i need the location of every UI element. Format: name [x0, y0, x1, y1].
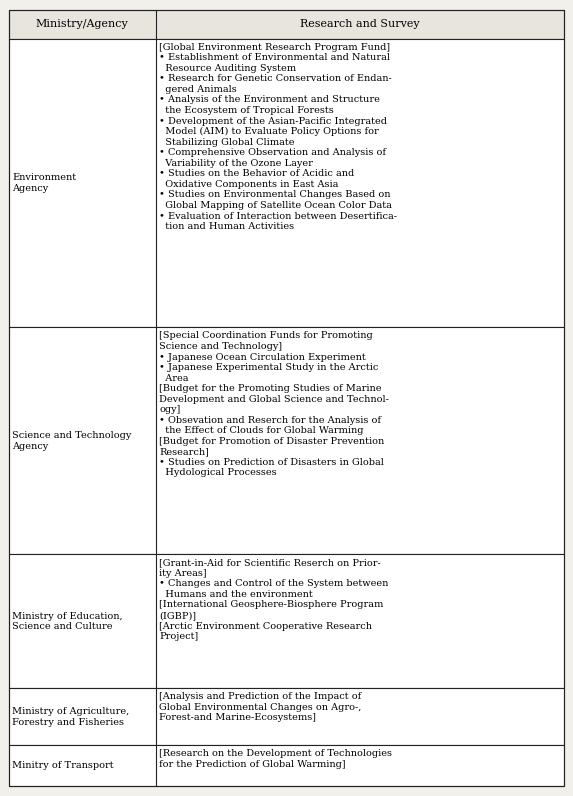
Text: Ministry of Agriculture,
Forestry and Fisheries: Ministry of Agriculture, Forestry and Fi…: [12, 707, 129, 727]
Bar: [9, 689, 564, 745]
Text: Science and Technology
Agency: Science and Technology Agency: [12, 431, 131, 451]
Bar: [9, 554, 564, 689]
Bar: [9, 39, 564, 327]
Bar: [9, 745, 564, 786]
Text: [Grant-in-Aid for Scientific Reserch on Prior-
ity Areas]
• Changes and Control : [Grant-in-Aid for Scientific Reserch on …: [159, 558, 388, 641]
Text: [Special Coordination Funds for Promoting
Science and Technology]
• Japanese Oce: [Special Coordination Funds for Promotin…: [159, 331, 389, 478]
Text: Minitry of Transport: Minitry of Transport: [12, 761, 113, 771]
Text: Ministry/Agency: Ministry/Agency: [36, 19, 128, 29]
Bar: [9, 327, 564, 554]
Text: Research and Survey: Research and Survey: [300, 19, 420, 29]
Text: [Research on the Development of Technologies
for the Prediction of Global Warmin: [Research on the Development of Technolo…: [159, 749, 393, 769]
Text: Environment
Agency: Environment Agency: [12, 174, 76, 193]
Text: Ministry of Education,
Science and Culture: Ministry of Education, Science and Cultu…: [12, 611, 123, 631]
Text: [Analysis and Prediction of the Impact of
Global Environmental Changes on Agro-,: [Analysis and Prediction of the Impact o…: [159, 693, 362, 723]
Bar: [9, 10, 564, 39]
Text: [Global Environment Research Program Fund]
• Establishment of Environmental and : [Global Environment Research Program Fun…: [159, 43, 397, 231]
